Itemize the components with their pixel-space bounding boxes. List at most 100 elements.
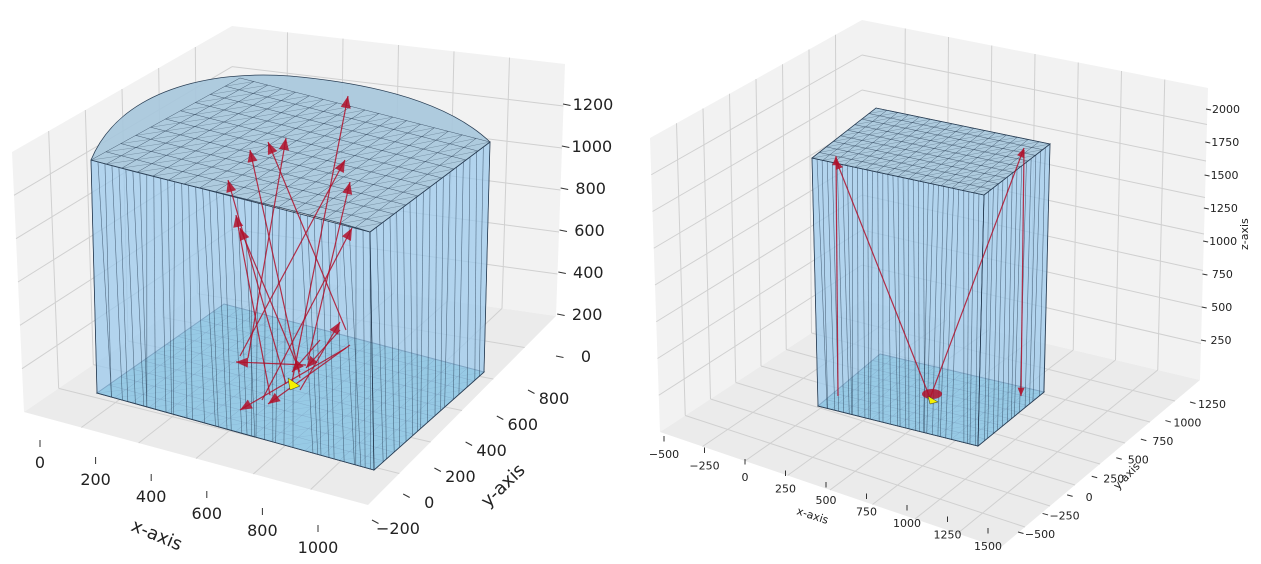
mesh-line <box>320 219 330 458</box>
mesh-line <box>883 141 902 146</box>
tick-label: 1750 <box>1211 136 1239 149</box>
mesh-line <box>209 113 239 119</box>
mesh-line <box>908 128 975 180</box>
mesh-line <box>106 159 137 165</box>
mesh-line <box>135 130 166 136</box>
mesh-line <box>165 138 196 144</box>
mesh-line <box>202 188 216 426</box>
mesh-line <box>905 124 924 129</box>
mesh-line <box>981 140 1000 145</box>
mesh-line <box>216 192 228 430</box>
tick-label: 750 <box>1212 268 1233 281</box>
mesh-line <box>916 148 935 152</box>
mesh-line <box>195 133 225 139</box>
mesh-line <box>844 161 863 166</box>
mesh-line <box>1019 162 1027 413</box>
mesh-line <box>869 131 888 135</box>
mesh-line <box>341 224 355 465</box>
mesh-line <box>172 181 175 415</box>
tick-label: 800 <box>539 389 570 408</box>
mesh-line <box>997 180 1004 430</box>
mesh-line <box>272 177 301 183</box>
tick-label: 800 <box>575 179 606 198</box>
mesh-line <box>320 202 349 208</box>
mesh-line <box>833 112 898 163</box>
mesh-line <box>926 150 945 155</box>
mesh-line <box>877 172 880 422</box>
mesh-line <box>160 177 167 413</box>
tick-label: 1000 <box>893 517 921 530</box>
mesh-line <box>360 188 389 194</box>
tick-label: 200 <box>572 305 603 324</box>
mesh-line <box>483 141 491 373</box>
mesh-line <box>362 230 366 468</box>
mesh-line <box>955 149 974 154</box>
mesh-line <box>862 168 866 418</box>
mesh-line <box>238 96 268 102</box>
mesh-line <box>180 130 210 136</box>
mesh-line <box>902 177 907 428</box>
tick-label: 500 <box>1211 301 1232 314</box>
mesh-line <box>998 158 1018 163</box>
mesh-line <box>811 107 877 159</box>
mesh-line <box>366 129 394 135</box>
mesh-line <box>167 179 172 414</box>
mesh-line <box>224 129 254 135</box>
mesh-line <box>1038 147 1046 396</box>
vector-arrowhead <box>342 182 353 195</box>
mesh-line <box>944 168 963 173</box>
mesh-line <box>237 197 248 435</box>
mesh-line <box>125 168 136 404</box>
mesh-line <box>912 140 931 145</box>
mesh-line <box>139 172 148 407</box>
mesh-line <box>183 179 214 185</box>
tick-label: 1000 <box>571 137 612 156</box>
tick-label: −500 <box>649 448 679 461</box>
mesh-line <box>369 231 371 470</box>
mesh-line <box>427 168 455 175</box>
mesh-line <box>230 191 260 197</box>
mesh-line <box>238 133 268 139</box>
vector-arrowhead <box>835 160 844 170</box>
mesh-line <box>210 149 240 155</box>
x-axis-label: x-axis <box>128 515 185 555</box>
mesh-line <box>354 222 383 229</box>
mesh-line <box>908 153 927 158</box>
mesh-line <box>282 131 311 138</box>
mesh-line <box>437 147 464 153</box>
mesh-line <box>887 123 953 175</box>
mesh-line <box>267 104 296 110</box>
mesh-line <box>991 142 1011 147</box>
mesh-line <box>917 180 920 432</box>
mesh-line <box>901 159 920 164</box>
mesh-line <box>276 203 306 209</box>
vector-arrowhead <box>233 215 244 228</box>
mesh-line <box>194 109 225 115</box>
mesh-line <box>239 145 269 151</box>
mesh-line <box>890 114 909 119</box>
tick-label: 0 <box>1086 491 1093 504</box>
mesh-line <box>244 199 256 437</box>
mesh-line <box>951 137 1018 189</box>
mesh-line <box>966 173 985 177</box>
mesh-line <box>973 189 992 193</box>
mesh-line <box>310 127 339 133</box>
mesh-line <box>847 126 866 131</box>
mesh-line <box>898 151 917 156</box>
tick-mark <box>1205 108 1212 111</box>
mesh-line <box>121 151 152 156</box>
mesh-line <box>983 143 1051 196</box>
mesh-line <box>267 128 296 134</box>
mesh-line <box>338 122 366 128</box>
mesh-line <box>822 156 841 161</box>
vector-arrowhead <box>267 142 278 155</box>
mesh-line <box>238 108 268 114</box>
tick-mark <box>562 103 571 106</box>
mesh-line <box>225 81 254 87</box>
mesh-line <box>967 191 970 444</box>
mesh-line <box>181 183 188 419</box>
mesh-line <box>977 194 985 447</box>
mesh-line <box>1002 144 1021 149</box>
mesh-line <box>306 215 318 455</box>
mesh-line <box>210 89 240 95</box>
